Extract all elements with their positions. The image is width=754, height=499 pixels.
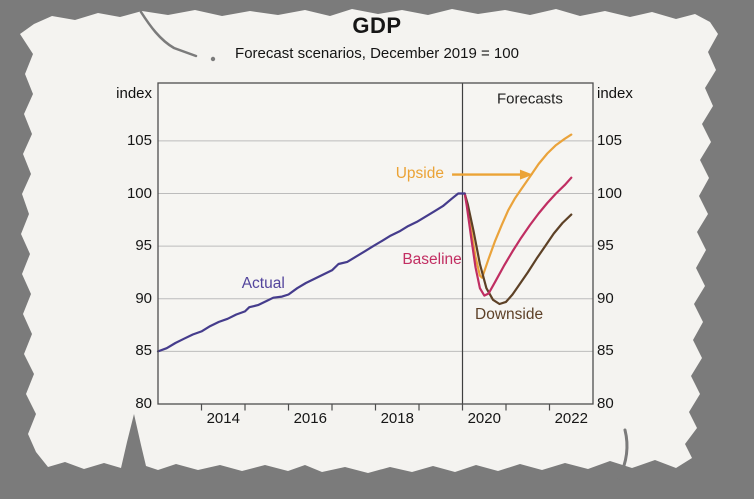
y-axis-unit-label-left: index — [116, 85, 152, 102]
y-tick-label-left-80: 80 — [135, 395, 152, 412]
plot-border — [157, 82, 594, 405]
annotation-downside: Downside — [475, 305, 544, 323]
y-tick-label-right-105: 105 — [597, 131, 623, 149]
series-downside-line — [463, 192, 573, 306]
y-tick-label-right-95: 95 — [597, 237, 614, 255]
y-tick-label-left-95: 95 — [135, 237, 152, 255]
x-tick-label-2016: 2016 — [293, 410, 327, 427]
series-actual-line — [156, 192, 466, 353]
x-tick-label-2022: 2022 — [554, 410, 588, 427]
y-tick-label-left-105: 105 — [126, 131, 152, 149]
annotation-actual: Actual — [241, 275, 285, 293]
y-tick-label-right-100: 100 — [597, 184, 623, 202]
y-tick-label-left-85: 85 — [135, 342, 152, 360]
y-tick-label-right-80: 80 — [597, 395, 614, 412]
y-tick-label-right-90: 90 — [597, 289, 614, 307]
x-tick-label-2014: 2014 — [206, 410, 240, 427]
y-axis-unit-label-right: index — [597, 85, 633, 102]
series-baseline-line — [463, 176, 573, 297]
chart-title: GDP — [352, 13, 402, 38]
chart-subtitle: Forecast scenarios, December 2019 = 100 — [235, 45, 519, 62]
annotation-baseline: Baseline — [402, 250, 462, 268]
upside-arrow-head — [519, 169, 533, 180]
annotation-forecasts: Forecasts — [496, 90, 563, 108]
paper-crack-top — [139, 10, 198, 58]
x-tick-label-2018: 2018 — [380, 410, 414, 427]
y-tick-label-left-90: 90 — [135, 289, 152, 307]
x-tick-label-2020: 2020 — [467, 410, 501, 427]
y-tick-label-left-100: 100 — [126, 184, 152, 202]
series-upside-line — [463, 133, 573, 279]
paper-crack-dot — [210, 56, 216, 62]
paper-crack-bottom-right — [617, 428, 629, 480]
y-tick-label-right-85: 85 — [597, 342, 614, 360]
annotation-upside: Upside — [395, 164, 444, 182]
plot-background — [158, 83, 593, 404]
